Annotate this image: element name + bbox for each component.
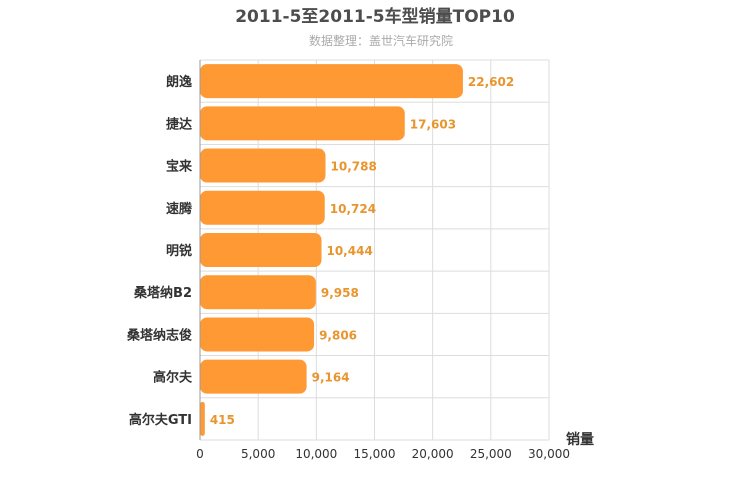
- x-axis-title: 销量: [566, 431, 594, 448]
- category-label: 速腾: [166, 201, 193, 217]
- category-label: 高尔夫: [153, 370, 193, 386]
- bars: [200, 64, 463, 436]
- value-label: 22,602: [468, 75, 514, 89]
- value-label: 10,724: [330, 202, 376, 216]
- x-tick-label: 30,000: [528, 447, 570, 461]
- bar: [200, 317, 315, 352]
- value-label: 9,958: [321, 286, 359, 300]
- value-label: 10,788: [331, 160, 377, 174]
- bar: [200, 190, 325, 225]
- bar: [200, 106, 405, 141]
- value-labels: 22,602 17,603 10,788 10,724 10,444 9,958 9,806…: [210, 75, 514, 427]
- chart-subtitle: 数据整理：盖世汽车研究院: [309, 33, 453, 48]
- bar: [200, 64, 463, 99]
- category-label: 朗逸: [166, 74, 192, 90]
- x-tick-label: 25,000: [470, 447, 512, 461]
- value-label: 17,603: [410, 117, 456, 131]
- category-label: 明锐: [166, 243, 192, 259]
- grid-lines: [199, 59, 550, 441]
- category-label: 高尔夫GTI: [129, 412, 192, 428]
- x-tick-label: 10,000: [295, 447, 337, 461]
- chart-title: 2011-5至2011-5车型销量TOP10: [235, 6, 515, 27]
- x-tick-label: 5,000: [241, 447, 275, 461]
- category-label: 宝来: [166, 159, 193, 175]
- value-label: 415: [210, 413, 235, 427]
- x-axis-ticks: 0 5,000 10,000 15,000 20,000 25,000 30,000: [196, 447, 570, 461]
- value-label: 9,806: [319, 328, 357, 342]
- x-tick-label: 20,000: [412, 447, 454, 461]
- category-label: 桑塔纳志俊: [126, 327, 192, 343]
- bar: [200, 359, 307, 394]
- bar: [200, 233, 322, 267]
- x-tick-label: 15,000: [354, 447, 396, 461]
- value-label: 10,444: [326, 244, 372, 258]
- category-label: 捷达: [166, 116, 192, 132]
- bar: [200, 401, 205, 436]
- bar: [200, 275, 316, 310]
- bar: [200, 148, 326, 183]
- value-label: 9,164: [312, 371, 350, 385]
- category-label: 桑塔纳B2: [133, 285, 192, 301]
- x-tick-label: 0: [196, 447, 204, 461]
